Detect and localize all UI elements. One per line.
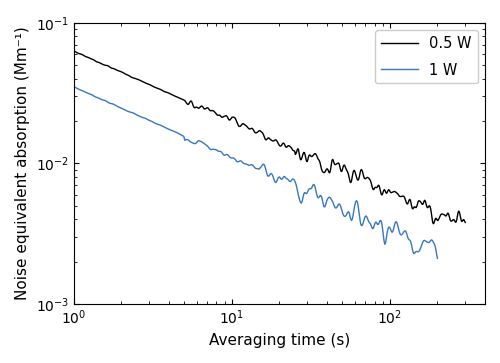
1 W	[434, 256, 440, 261]
Line: 1 W: 1 W	[74, 87, 438, 258]
0.5 W	[172, 94, 177, 98]
1 W	[276, 175, 281, 179]
1 W	[132, 111, 138, 116]
0.5 W	[366, 176, 372, 180]
0.5 W	[248, 126, 254, 131]
1 W	[334, 205, 340, 209]
0.5 W	[430, 221, 436, 226]
X-axis label: Averaging time (s): Averaging time (s)	[208, 333, 350, 348]
1 W	[419, 242, 425, 246]
Legend: 0.5 W, 1 W: 0.5 W, 1 W	[376, 30, 478, 83]
0.5 W	[462, 220, 468, 225]
1 W	[70, 85, 76, 89]
Line: 0.5 W: 0.5 W	[74, 50, 466, 224]
0.5 W	[140, 79, 146, 84]
Y-axis label: Noise equivalent absorption (Mm⁻¹): Noise equivalent absorption (Mm⁻¹)	[15, 26, 30, 300]
0.5 W	[302, 151, 308, 155]
1 W	[111, 102, 117, 107]
0.5 W	[332, 163, 338, 167]
1 W	[428, 238, 434, 242]
0.5 W	[70, 48, 76, 53]
